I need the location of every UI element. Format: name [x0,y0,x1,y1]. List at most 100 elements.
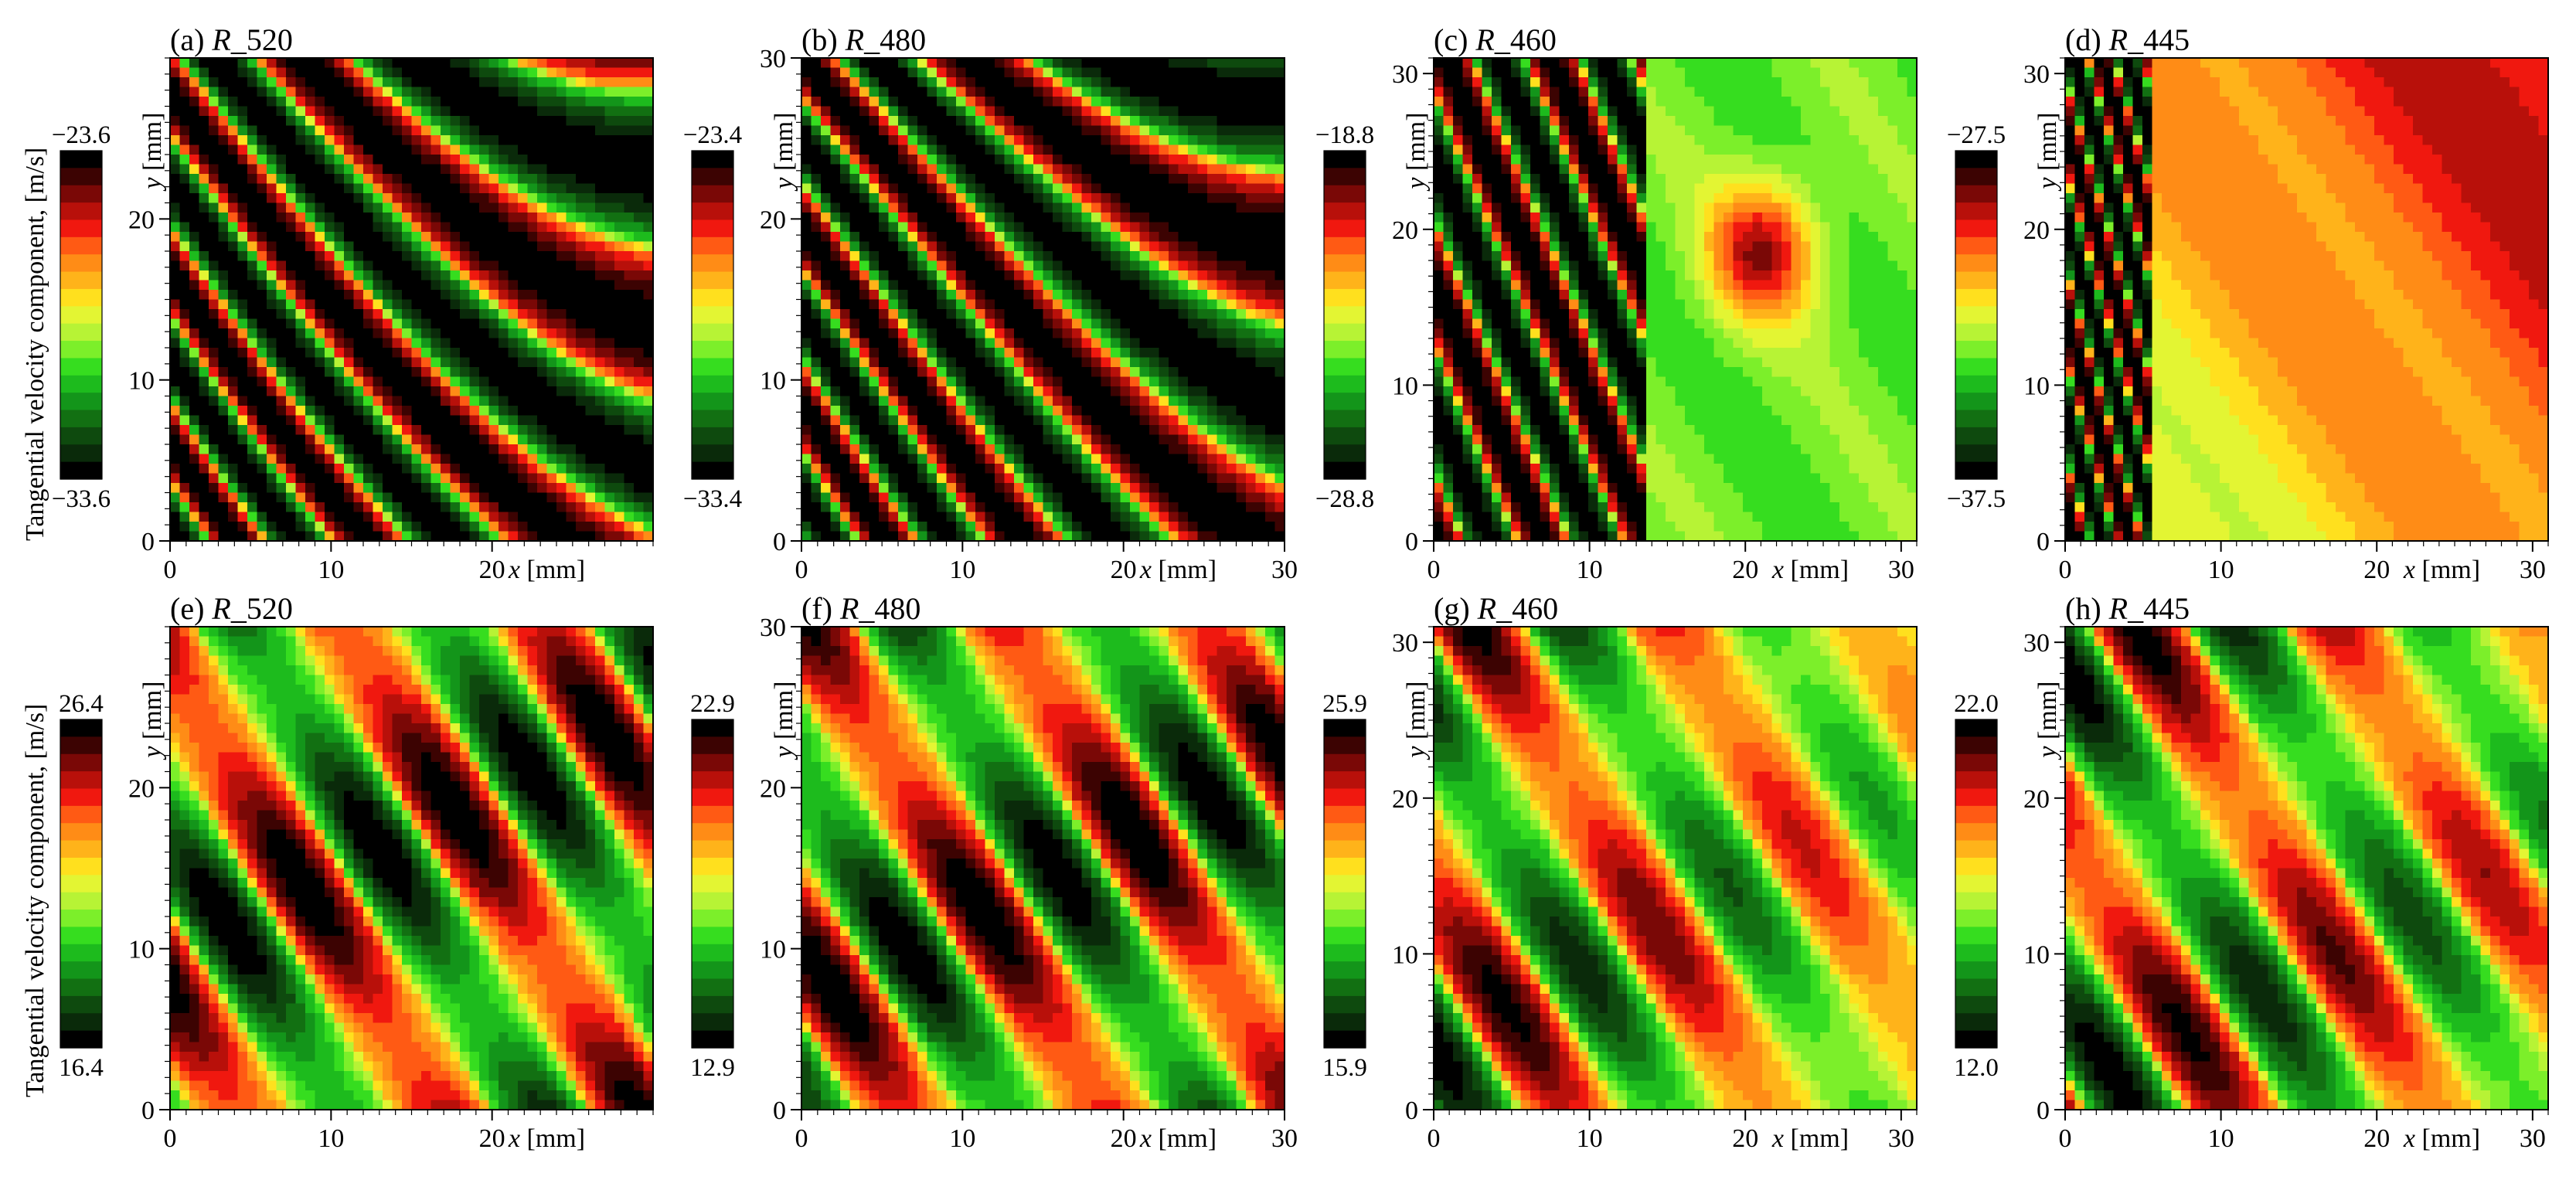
heatmap-cell [1217,68,1227,78]
heatmap-cell [247,87,257,97]
heatmap-cell [1227,522,1237,532]
heatmap-cell [595,319,605,329]
heatmap-cell [605,87,615,97]
heatmap-cell [586,155,596,165]
heatmap-cell [1207,251,1217,261]
heatmap-cell [547,522,557,532]
heatmap-cell [441,184,451,194]
heatmap-cell [412,358,422,368]
heatmap-cell [219,338,229,349]
heatmap-cell [947,474,957,484]
heatmap-cell [831,290,841,300]
heatmap-cell [1198,223,1208,233]
heatmap-cell [801,223,812,233]
heatmap-cell [315,242,325,252]
heatmap-cell [1169,223,1179,233]
heatmap-cell [537,338,547,349]
heatmap-cell [189,522,199,532]
heatmap-cell [479,416,489,426]
heatmap-cell [170,97,180,107]
heatmap-cell [1217,58,1227,68]
heatmap-cell [1043,223,1053,233]
heatmap-cell [1005,300,1015,310]
heatmap-cell [1149,338,1159,349]
heatmap-cell [1101,174,1111,184]
heatmap-cell [831,223,841,233]
heatmap-cell [644,184,654,194]
heatmap-cell [325,145,335,155]
heatmap-cell [1207,435,1217,445]
heatmap-cell [1082,396,1092,406]
heatmap-cell [927,522,938,532]
heatmap-cell [344,416,354,426]
heatmap-cell [393,68,403,78]
heatmap-cell [528,270,538,281]
heatmap-cell [209,512,219,522]
heatmap-cell [1053,145,1063,155]
heatmap-cell [451,87,461,97]
heatmap-cell [547,483,557,493]
heatmap-cell [1256,68,1266,78]
heatmap-cell [947,251,957,261]
heatmap-cell [801,193,812,203]
heatmap-cell [975,493,985,503]
heatmap-cell [859,270,869,281]
heatmap-cell [1149,532,1159,542]
heatmap-cell [850,281,860,291]
heatmap-cell [1101,251,1111,261]
heatmap-cell [1014,290,1024,300]
heatmap-cell [460,213,470,223]
heatmap-cell [509,396,519,406]
heatmap-cell [869,502,880,512]
heatmap-cell [431,58,441,68]
heatmap-cell [373,396,383,406]
heatmap-cell [1005,251,1015,261]
heatmap-cell [1082,483,1092,493]
heatmap-cell [898,435,908,445]
heatmap-cell [812,155,822,165]
heatmap-cell [199,174,209,184]
heatmap-cell [995,213,1005,223]
heatmap-cell [975,87,985,97]
heatmap-cell [821,97,831,107]
heatmap-cell [1179,416,1189,426]
heatmap-cell [859,251,869,261]
heatmap-cell [354,386,364,396]
heatmap-cell [567,348,577,358]
heatmap-cell [556,68,567,78]
heatmap-cell [840,474,850,484]
heatmap-cell [286,319,296,329]
heatmap-cell [1072,328,1082,338]
heatmap-cell [431,512,441,522]
heatmap-cell [344,309,354,319]
heatmap-cell [1217,474,1227,484]
heatmap-cell [927,444,938,454]
heatmap-cell [985,502,995,512]
heatmap-cell [1043,319,1053,329]
heatmap-cell [1043,532,1053,542]
heatmap-cell [1043,281,1053,291]
heatmap-cell [614,386,624,396]
heatmap-cell [451,338,461,349]
heatmap-cell [509,338,519,349]
heatmap-cell [170,464,180,474]
heatmap-cell [869,155,880,165]
heatmap-cell [180,107,190,117]
heatmap-cell [567,261,577,271]
heatmap-cell [1159,435,1169,445]
heatmap-cell [889,522,899,532]
heatmap-cell [908,251,918,261]
heatmap-cell [354,107,364,117]
heatmap-cell [947,309,957,319]
heatmap-cell [1063,454,1073,464]
heatmap-cell [1082,145,1092,155]
heatmap-cell [624,155,635,165]
heatmap-cell [393,522,403,532]
heatmap-cell [547,512,557,522]
heatmap-cell [567,155,577,165]
heatmap-cell [257,87,267,97]
heatmap-cell [1024,406,1034,416]
heatmap-cell [908,454,918,464]
heatmap-cell [277,300,287,310]
heatmap-cell [1101,502,1111,512]
